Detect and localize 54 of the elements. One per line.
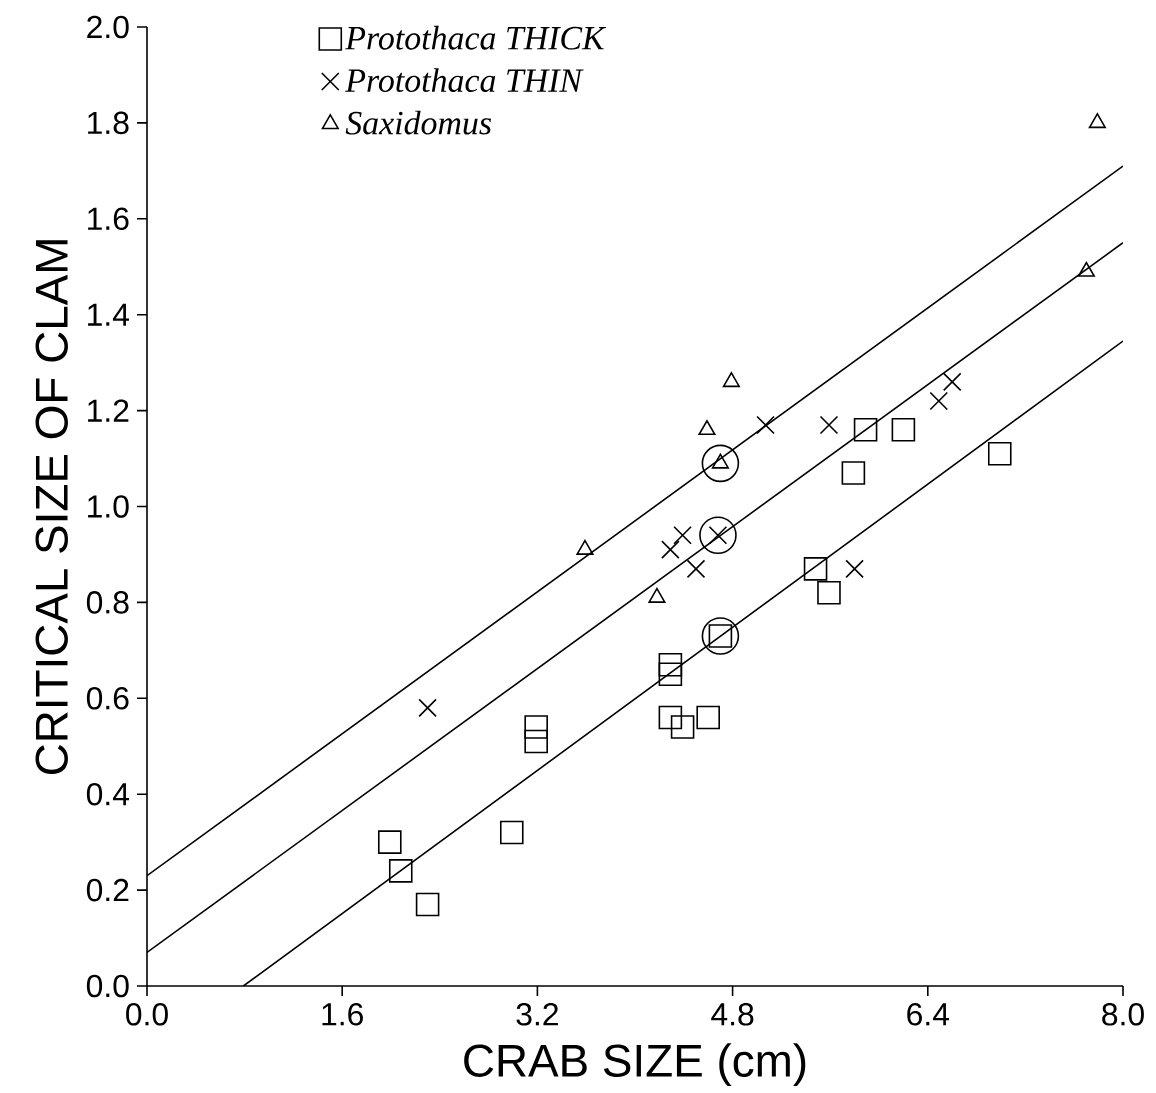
point xyxy=(670,715,695,739)
point xyxy=(817,581,841,605)
point xyxy=(658,652,683,677)
y-tick-label: 0.4 xyxy=(86,782,130,806)
point xyxy=(661,540,680,559)
point xyxy=(722,372,740,388)
point xyxy=(524,729,548,754)
point xyxy=(701,444,740,483)
point xyxy=(803,557,828,581)
legend-label: Protothaca THIN xyxy=(345,68,584,93)
point xyxy=(415,892,440,917)
y-tick-label: 0.6 xyxy=(86,687,129,710)
point xyxy=(891,417,916,442)
legend-label: Protothaca THICK xyxy=(345,25,607,50)
point xyxy=(388,859,413,883)
point xyxy=(1077,261,1095,277)
point xyxy=(845,559,864,579)
x-tick-label: 6.4 xyxy=(907,1003,949,1026)
y-tick-label: 1.4 xyxy=(88,303,130,326)
point xyxy=(673,525,692,545)
x-axis-title: CRAB SIZE (cm) xyxy=(464,1043,806,1086)
point xyxy=(756,415,775,435)
point xyxy=(499,820,524,845)
y-tick-label: 2.0 xyxy=(87,15,129,39)
y-tick-label: 1.8 xyxy=(88,111,129,135)
point xyxy=(942,372,962,392)
x-tick-label: 8.0 xyxy=(1102,1003,1144,1026)
point xyxy=(686,559,706,579)
y-tick-label: 1.2 xyxy=(88,399,129,422)
point xyxy=(929,391,949,411)
y-tick-label: 0.8 xyxy=(86,591,129,614)
point xyxy=(987,441,1012,466)
y-axis-title: CRITICAL SIZE OF CLAM xyxy=(35,240,68,775)
y-tick-label: 1.0 xyxy=(88,495,129,518)
point xyxy=(418,698,437,718)
point xyxy=(658,705,683,730)
point xyxy=(1088,113,1106,129)
point xyxy=(853,417,878,442)
point xyxy=(699,516,737,555)
point xyxy=(841,461,866,485)
y-tick-label: 1.6 xyxy=(88,207,129,231)
y-tick-label: 0.0 xyxy=(86,974,129,998)
point xyxy=(698,419,716,436)
x-tick-label: 3.2 xyxy=(516,1003,558,1026)
legend-label: Saxidomus xyxy=(345,110,492,135)
point xyxy=(524,715,548,739)
point xyxy=(377,830,402,854)
x-tick-label: 0.0 xyxy=(126,1003,168,1026)
point xyxy=(696,705,720,730)
x-tick-label: 1.6 xyxy=(322,1003,363,1026)
x-tick-label: 4.8 xyxy=(711,1003,754,1026)
y-tick-label: 0.2 xyxy=(86,878,129,902)
point xyxy=(819,415,839,435)
point xyxy=(658,662,683,687)
